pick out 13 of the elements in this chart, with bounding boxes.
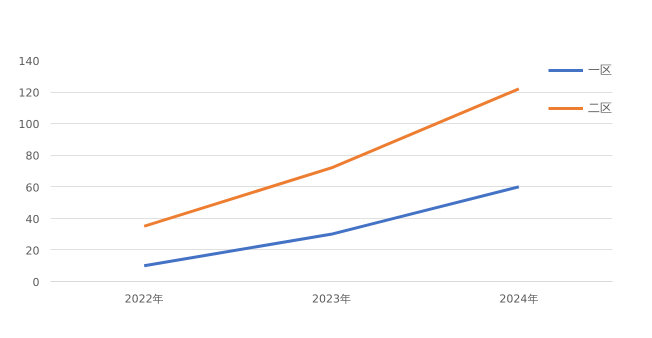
y-tick-label: 60 (26, 181, 40, 194)
y-tick-label: 0 (32, 276, 40, 289)
y-tick-label: 40 (26, 212, 40, 226)
y-tick-label: 120 (18, 86, 40, 100)
x-tick-label: 2023年 (312, 292, 352, 306)
legend-label: 一区 (588, 62, 612, 78)
y-tick-label: 20 (26, 244, 40, 258)
y-tick-label: 140 (18, 55, 40, 68)
y-tick-label: 100 (18, 118, 40, 132)
y-tick-label: 80 (26, 150, 40, 163)
x-tick-label: 2022年 (124, 292, 164, 306)
x-tick-label: 2024年 (499, 292, 538, 306)
legend-label: 二区 (588, 100, 612, 116)
